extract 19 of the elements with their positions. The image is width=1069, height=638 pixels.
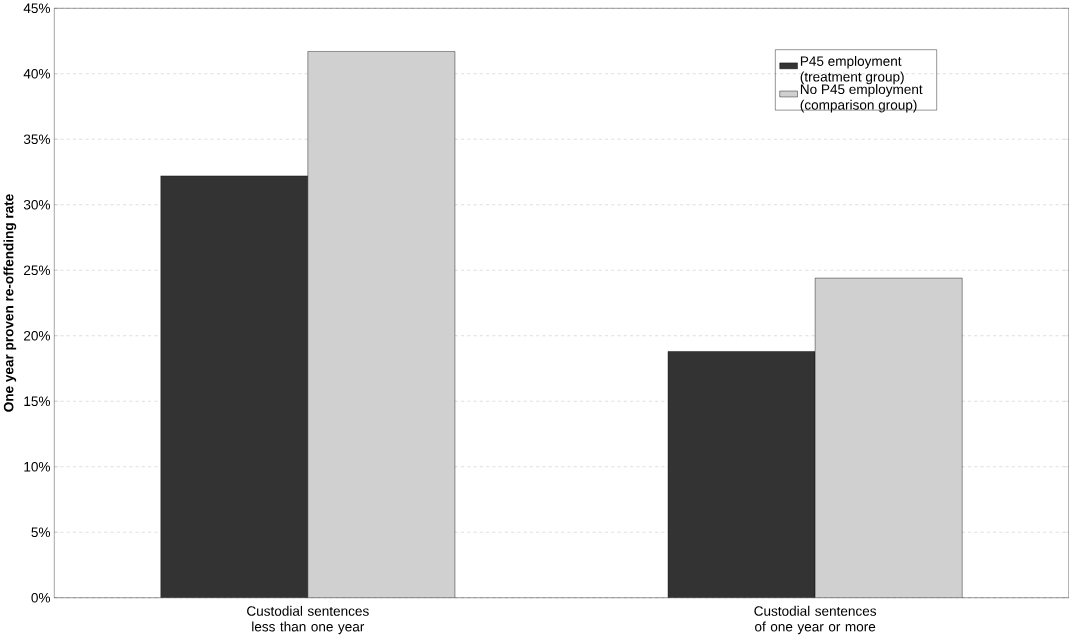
y-tick-label: 40% xyxy=(23,69,51,79)
y-tick-label: 10% xyxy=(24,462,51,472)
y-tick-label: 5% xyxy=(31,527,51,538)
y-tick-label: 0% xyxy=(31,593,51,603)
y-tick-label: 20% xyxy=(24,331,51,341)
y-tick-label: 30% xyxy=(23,200,51,210)
x-tick-label: Custodial sentences of one year or more xyxy=(754,606,877,635)
y-tick-label: 25% xyxy=(24,265,51,276)
y-tick-label: 45% xyxy=(23,3,51,14)
y-tick-label: 35% xyxy=(23,134,51,145)
y-tick-label: 15% xyxy=(24,396,51,407)
legend-label: P45 employment (treatment group) xyxy=(800,56,904,85)
y-axis-title: One year proven re-offending rate xyxy=(3,194,17,412)
bar xyxy=(667,351,816,598)
bar xyxy=(814,278,963,598)
legend-label: No P45 employment (comparison group) xyxy=(800,84,923,113)
x-tick-label: Custodial sentences less than one year xyxy=(247,606,369,635)
bar xyxy=(307,51,456,598)
bar xyxy=(160,175,309,598)
